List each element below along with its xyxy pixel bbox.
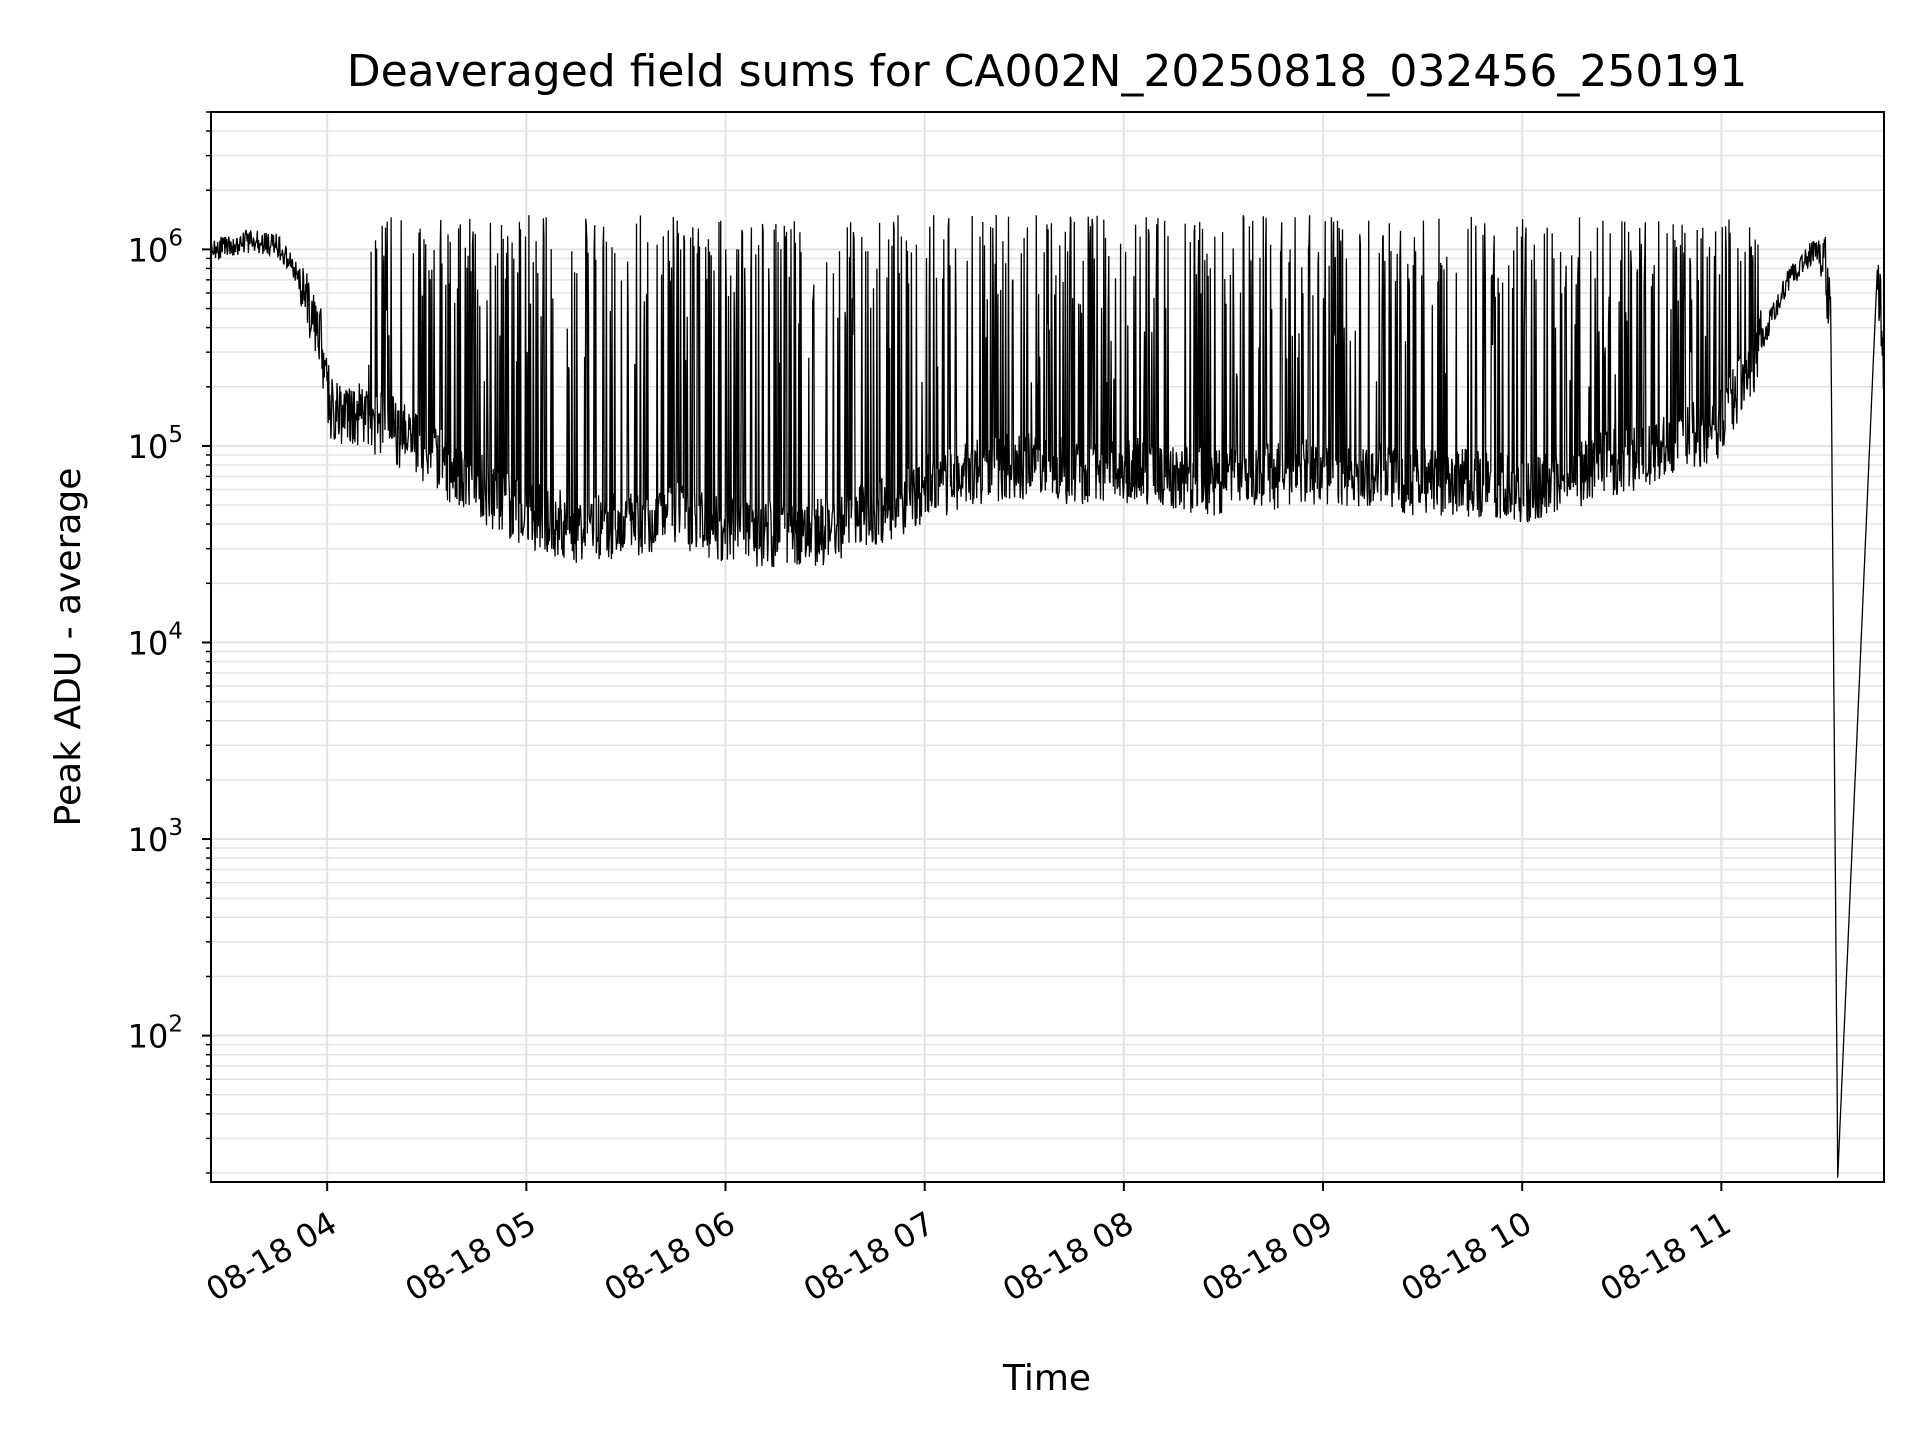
chart-title: Deaveraged field sums for CA002N_2025081… xyxy=(347,46,1748,97)
y-tick-label: 103 xyxy=(128,815,183,859)
plot-frame xyxy=(210,111,1885,1183)
series-layer xyxy=(211,214,1884,1178)
y-tick-label: 106 xyxy=(128,225,183,269)
series-line xyxy=(211,214,1884,1178)
y-tick-label: 105 xyxy=(128,422,183,466)
x-axis-label: Time xyxy=(1002,1358,1091,1399)
y-axis-label: Peak ADU - average xyxy=(48,468,89,827)
y-tick-label: 102 xyxy=(128,1012,183,1056)
y-tick-label: 104 xyxy=(128,619,183,663)
